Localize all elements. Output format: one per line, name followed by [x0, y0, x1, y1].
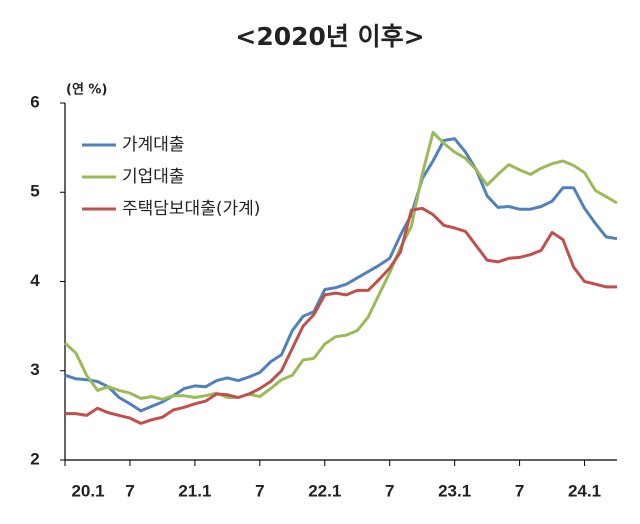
y-tick-label: 4: [30, 271, 40, 290]
legend-label: 가계대출: [122, 135, 185, 155]
x-tick-label: 23.1: [438, 481, 471, 500]
x-tick-label: 7: [515, 481, 524, 500]
chart-title: <2020년 이후>: [235, 22, 424, 51]
y-tick-label: 6: [30, 92, 39, 111]
x-tick-label: 22.1: [308, 481, 341, 500]
y-tick-label: 3: [30, 360, 39, 379]
x-tick-label: 7: [255, 481, 264, 500]
series-line: [64, 137, 618, 413]
series-line: [65, 206, 617, 425]
x-tick-label: 20.1: [71, 481, 104, 500]
y-tick-label: 2: [30, 449, 39, 468]
x-tick-label: 24.1: [568, 481, 601, 500]
x-tick-label: 7: [125, 481, 134, 500]
x-tick-label: 7: [385, 481, 394, 500]
x-tick-label: 21.1: [178, 481, 211, 500]
legend-label: 주택담보대출(가계): [122, 199, 260, 219]
y-axis-label: (연 %): [66, 83, 107, 98]
legend-label: 기업대출: [122, 167, 185, 187]
y-tick-label: 5: [30, 182, 39, 201]
series-line: [63, 131, 618, 401]
